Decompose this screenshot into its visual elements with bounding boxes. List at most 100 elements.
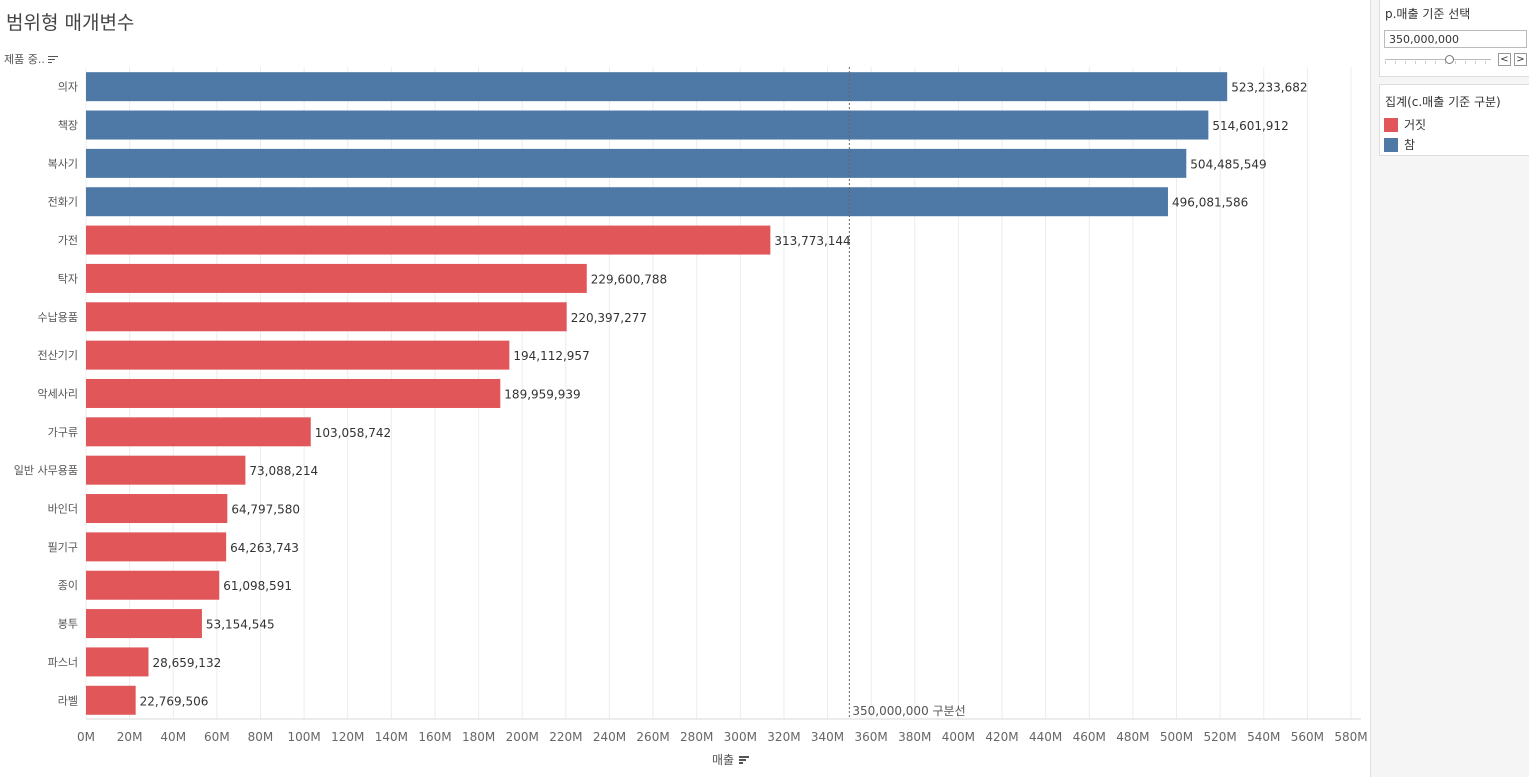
- category-label[interactable]: 일반 사무용품: [14, 463, 78, 477]
- slider-thumb[interactable]: [1444, 55, 1454, 64]
- color-legend: 집계(c.매출 기준 구분) 거짓 참: [1379, 84, 1529, 156]
- category-label[interactable]: 의자: [58, 81, 78, 94]
- x-tick-label: 560M: [1291, 730, 1324, 744]
- x-tick-label: 40M: [160, 730, 186, 744]
- data-label: 514,601,912: [1212, 119, 1288, 133]
- page-title: 범위형 매개변수: [6, 12, 135, 34]
- category-label[interactable]: 파스너: [48, 656, 78, 669]
- x-tick-label: 140M: [375, 730, 408, 744]
- data-label: 53,154,545: [206, 618, 275, 632]
- legend-title: 집계(c.매출 기준 구분): [1385, 95, 1501, 109]
- category-label[interactable]: 바인더: [48, 503, 78, 516]
- category-label[interactable]: 라벨: [58, 694, 78, 707]
- data-label: 73,088,214: [249, 464, 318, 478]
- x-tick-label: 480M: [1116, 730, 1149, 744]
- x-tick-label: 240M: [593, 730, 626, 744]
- bar[interactable]: [86, 148, 1187, 178]
- legend-swatch: [1384, 137, 1398, 152]
- x-tick-label: 80M: [248, 730, 274, 744]
- bar[interactable]: [86, 532, 227, 562]
- x-tick-label: 500M: [1160, 730, 1193, 744]
- x-tick-label: 120M: [331, 730, 364, 744]
- category-label[interactable]: 악세사리: [38, 387, 78, 400]
- category-label[interactable]: 책장: [58, 119, 78, 132]
- x-tick-label: 300M: [724, 730, 757, 744]
- x-tick-label: 340M: [811, 730, 844, 744]
- bar[interactable]: [86, 340, 510, 370]
- bar[interactable]: [86, 609, 202, 639]
- data-label: 189,959,939: [504, 387, 580, 401]
- legend-item-false[interactable]: 거짓: [1384, 116, 1426, 133]
- bar[interactable]: [86, 72, 1228, 102]
- dimension-header[interactable]: 제품 중..: [4, 51, 58, 67]
- data-label: 64,263,743: [230, 541, 299, 555]
- x-tick-label: 360M: [855, 730, 888, 744]
- x-tick-label: 540M: [1247, 730, 1280, 744]
- data-label: 28,659,132: [153, 656, 222, 670]
- bar[interactable]: [86, 417, 311, 447]
- data-label: 313,773,144: [774, 234, 850, 248]
- x-tick-label: 400M: [942, 730, 975, 744]
- category-label[interactable]: 탁자: [58, 272, 78, 285]
- bar[interactable]: [86, 187, 1168, 217]
- legend-label: 거짓: [1404, 118, 1427, 132]
- data-label: 103,058,742: [315, 426, 391, 440]
- bar[interactable]: [86, 225, 771, 255]
- bar[interactable]: [86, 302, 567, 332]
- parameter-control: p.매출 기준 선택 350,000,000 < >: [1379, 0, 1529, 77]
- bar[interactable]: [86, 263, 587, 293]
- x-tick-label: 20M: [117, 730, 143, 744]
- category-label[interactable]: 전화기: [48, 196, 78, 209]
- x-tick-label: 520M: [1204, 730, 1237, 744]
- slider-ticks: [1385, 61, 1491, 64]
- x-tick-label: 60M: [204, 730, 230, 744]
- category-label[interactable]: 수납용품: [38, 311, 78, 324]
- slider-track[interactable]: [1385, 59, 1491, 60]
- x-tick-label: 100M: [287, 730, 320, 744]
- bar[interactable]: [86, 110, 1209, 140]
- x-tick-label: 260M: [636, 730, 669, 744]
- bar[interactable]: [86, 494, 228, 524]
- bar[interactable]: [86, 685, 136, 715]
- x-tick-label: 280M: [680, 730, 713, 744]
- x-axis-title[interactable]: 매출: [712, 751, 750, 768]
- legend-swatch: [1384, 117, 1398, 132]
- category-label[interactable]: 필기구: [48, 541, 78, 554]
- bar[interactable]: [86, 455, 246, 485]
- chevron-right-icon[interactable]: >: [1514, 53, 1527, 66]
- x-tick-label: 380M: [898, 730, 931, 744]
- data-label: 61,098,591: [223, 579, 292, 593]
- x-tick-label: 200M: [506, 730, 539, 744]
- category-label[interactable]: 종이: [58, 579, 78, 592]
- category-label[interactable]: 가구류: [48, 426, 78, 439]
- category-label[interactable]: 전산기기: [38, 349, 78, 362]
- x-tick-label: 420M: [985, 730, 1018, 744]
- chevron-left-icon[interactable]: <: [1498, 53, 1511, 66]
- x-tick-label: 0M: [77, 730, 95, 744]
- bar[interactable]: [86, 570, 220, 600]
- data-label: 229,600,788: [591, 272, 667, 286]
- bar[interactable]: [86, 378, 501, 408]
- x-tick-label: 160M: [418, 730, 451, 744]
- x-tick-label: 180M: [462, 730, 495, 744]
- dimension-header-label: 제품 중..: [4, 53, 45, 66]
- sort-icon[interactable]: [739, 755, 750, 764]
- data-label: 194,112,957: [513, 349, 589, 363]
- data-label: 504,485,549: [1190, 157, 1266, 171]
- x-tick-label: 320M: [767, 730, 800, 744]
- bar[interactable]: [86, 647, 149, 677]
- side-panel: p.매출 기준 선택 350,000,000 < > 집계(c.매출 기준 구분…: [1370, 0, 1529, 777]
- data-label: 496,081,586: [1172, 196, 1248, 210]
- category-label[interactable]: 가전: [58, 234, 78, 247]
- sort-icon[interactable]: [47, 55, 58, 64]
- category-label[interactable]: 복사기: [48, 157, 78, 170]
- parameter-value-input[interactable]: 350,000,000: [1384, 30, 1527, 48]
- x-tick-label: 220M: [549, 730, 582, 744]
- data-label: 220,397,277: [571, 311, 647, 325]
- data-label: 523,233,682: [1231, 81, 1307, 95]
- legend-item-true[interactable]: 참: [1384, 136, 1415, 153]
- x-tick-label: 580M: [1334, 730, 1367, 744]
- reference-line-label: 350,000,000 구분선: [852, 704, 965, 718]
- legend-label: 참: [1404, 138, 1416, 152]
- category-label[interactable]: 봉투: [58, 618, 78, 631]
